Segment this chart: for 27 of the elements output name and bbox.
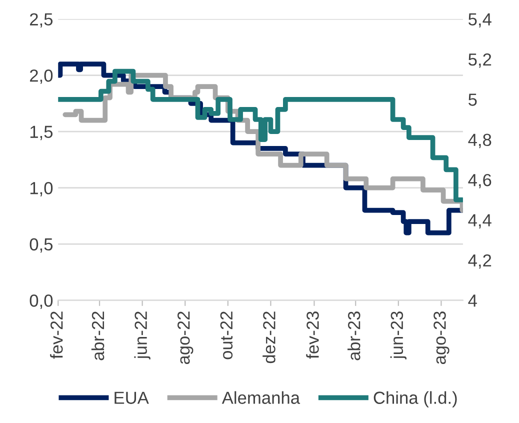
x-tick-label: ago-23 (434, 312, 450, 364)
y2-tick-label: 5,4 (468, 13, 492, 28)
y-tick-label: 2,5 (30, 13, 53, 28)
y-tick-label: 0,0 (30, 294, 53, 309)
x-tick-label: fev-23 (306, 312, 319, 359)
x-tick-label: jun-23 (390, 312, 406, 360)
y2-tick-label: 4 (468, 294, 477, 307)
y-tick-label: 1,5 (30, 126, 53, 140)
y2-tick-label: 4,6 (468, 174, 492, 188)
x-tick-label: dez-22 (262, 312, 276, 364)
x-tick-label: fev-22 (50, 312, 63, 359)
x-tick-label: abr-23 (348, 312, 360, 360)
y-tick-label: 2,0 (30, 69, 53, 84)
x-tick-label: ago-22 (177, 312, 194, 364)
y2-tick-label: 4,8 (468, 134, 492, 148)
y2-tick-label: 5,2 (468, 53, 492, 68)
y2-tick-label: 4,2 (468, 254, 492, 269)
legend-label: China (l.d.) (374, 391, 457, 408)
y2-tick-label: 5 (468, 94, 477, 106)
legend-label: EUA (114, 392, 149, 404)
y2-tick-label: 4,4 (468, 214, 492, 228)
legend-label: Alemanha (222, 391, 300, 404)
x-tick-label: abr-22 (91, 312, 104, 360)
x-tick-label: out-22 (220, 312, 233, 360)
y-tick-label: 0,5 (30, 238, 53, 253)
x-tick-label: jun-22 (134, 312, 150, 360)
y-tick-label: 1,0 (30, 182, 53, 196)
